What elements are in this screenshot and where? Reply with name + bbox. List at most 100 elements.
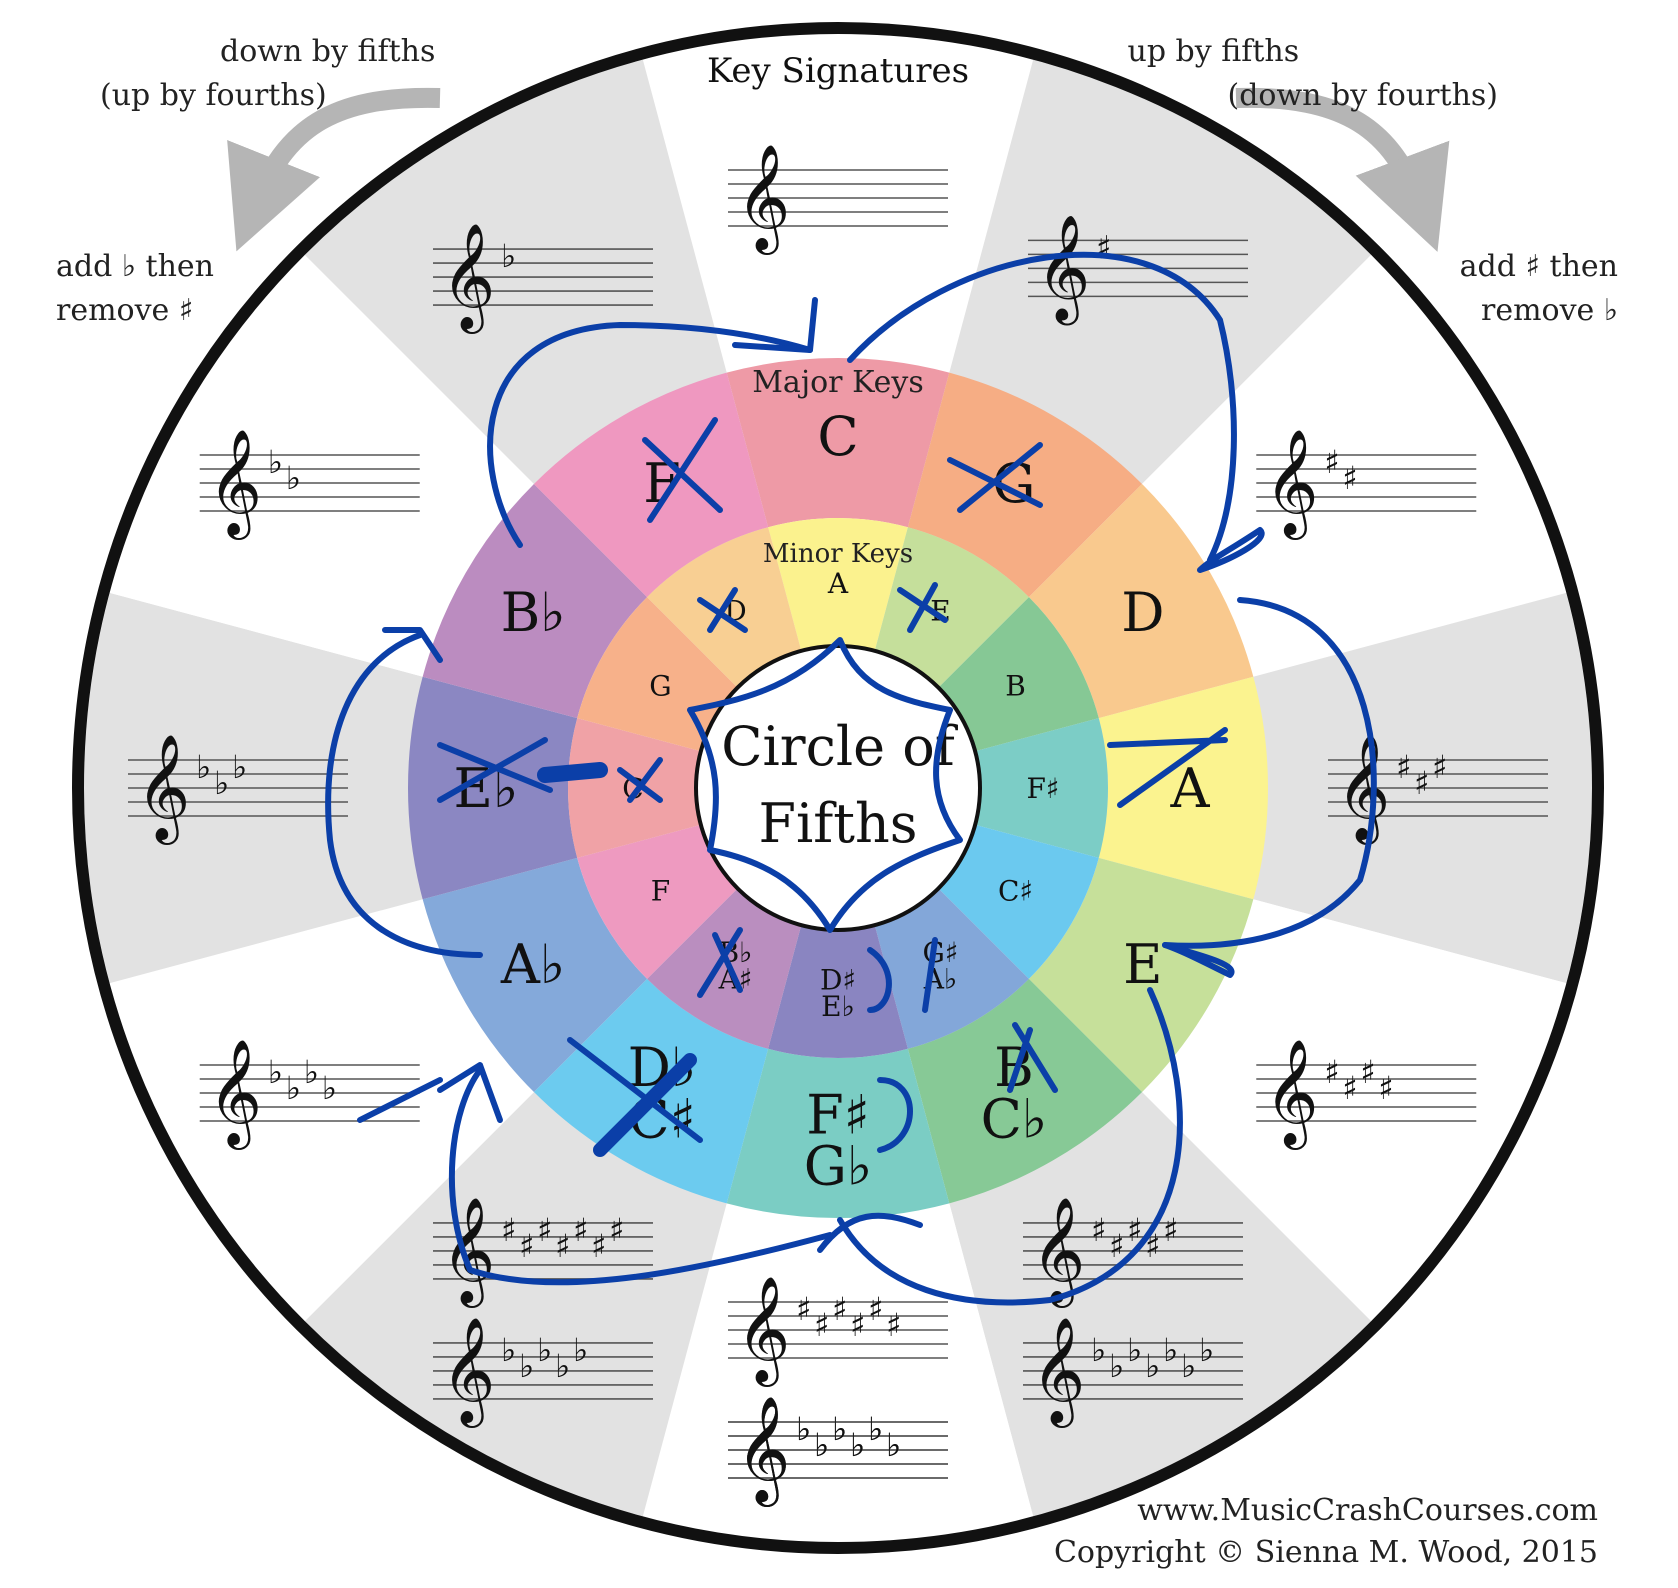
major-key-label-5-1: C♭ (981, 1087, 1048, 1150)
major-segment-10 (422, 483, 648, 719)
major-segment-0 (726, 357, 950, 528)
flat-icon: ♭ (196, 748, 211, 786)
diagram-title: Key Signatures (707, 51, 969, 91)
sharp-icon: ♯ (501, 1211, 516, 1249)
treble-clef-icon: 𝄞 (208, 1038, 262, 1150)
minor-key-label-6-1: E♭ (821, 990, 855, 1023)
flat-icon: ♭ (304, 1053, 319, 1091)
flat-icon: ♭ (868, 1410, 883, 1448)
minor-segment-6 (768, 925, 908, 1058)
treble-clef-icon: 𝄞 (736, 1395, 790, 1507)
treble-clef-icon: 𝄞 (1031, 1316, 1085, 1428)
sharp-icon: ♯ (1360, 1053, 1375, 1091)
treble-clef-icon: 𝄞 (441, 1316, 495, 1428)
flat-icon: ♭ (1091, 1331, 1106, 1369)
minor-segment-7 (647, 888, 802, 1049)
flat-icon: ♭ (1163, 1331, 1178, 1369)
sharp-icon: ♯ (1396, 748, 1411, 786)
down-by-fifths-line-1: down by fifths (220, 34, 436, 69)
major-key-label-10-0: B♭ (501, 581, 566, 644)
minor-key-label-6-0: D♯ (820, 964, 856, 997)
flat-icon: ♭ (232, 748, 247, 786)
up-by-fifths-label: up by fifths (down by fourths) (1128, 30, 1499, 118)
staff-4: 𝄞 ♯ ♯ ♯ ♯ (1256, 1038, 1477, 1150)
staff-7-flats: 𝄞 ♭ ♭ ♭ ♭ ♭ (433, 1316, 653, 1428)
staff-0: 𝄞 (728, 143, 948, 255)
down-by-fifths-arrow (227, 87, 441, 252)
flat-icon: ♭ (286, 459, 301, 497)
flat-icon: ♭ (1145, 1347, 1160, 1385)
ink-arrowhead-fsharp (817, 1212, 923, 1253)
footer-credits: www.MusicCrashCourses.com Copyright © Si… (1054, 1490, 1598, 1574)
sharp-icon: ♯ (555, 1227, 570, 1265)
ink-arc-dsharp (867, 947, 892, 1013)
sharp-icon: ♯ (1324, 1053, 1339, 1091)
sharp-icon: ♯ (1324, 443, 1339, 481)
up-by-fifths-line-1: up by fifths (1127, 34, 1300, 69)
sharp-icon: ♯ (868, 1290, 883, 1328)
major-key-label-0-0: C (817, 405, 858, 468)
major-keys-label: Major Keys (752, 365, 924, 400)
minor-segment-3 (975, 718, 1108, 858)
down-by-fifths-label: down by fifths (up by fourths) (100, 30, 435, 118)
flat-icon: ♭ (555, 1347, 570, 1385)
sharp-icon: ♯ (591, 1227, 606, 1265)
outer-ring (72, 22, 1604, 1554)
add-flat-label: add ♭ then remove ♯ (56, 245, 214, 333)
flat-icon: ♭ (796, 1410, 811, 1448)
flat-icon: ♭ (850, 1426, 865, 1464)
ink-arc-fsharp-major (877, 1077, 913, 1153)
ink-loop-d-to-e (1162, 597, 1377, 949)
ink-arrowhead-c (732, 297, 818, 353)
major-segment-5 (907, 978, 1143, 1204)
flat-icon: ♭ (1127, 1331, 1142, 1369)
flat-icon: ♭ (1181, 1347, 1196, 1385)
staff-2: 𝄞 ♯ ♯ (1256, 428, 1477, 540)
flat-icon: ♭ (214, 764, 229, 802)
minor-segment-5 (874, 888, 1029, 1049)
flat-icon: ♭ (501, 1331, 516, 1369)
sharp-icon: ♯ (1414, 764, 1429, 802)
footer-website: www.MusicCrashCourses.com (1137, 1493, 1598, 1528)
ink-arrowhead-dflat (437, 1062, 503, 1123)
major-segment-4 (1028, 857, 1254, 1093)
up-by-fifths-arrow (1235, 87, 1450, 252)
flat-icon: ♭ (268, 1053, 283, 1091)
major-segment-6 (726, 1048, 950, 1218)
staff-10: 𝄞 ♭ ♭ (199, 428, 420, 540)
treble-clef-icon: 𝄞 (208, 428, 262, 540)
staff-7-sharps: 𝄞 ♯ ♯ ♯ ♯ ♯ ♯ ♯ (433, 1196, 653, 1308)
ink-loop-aflat-to-bflat (325, 632, 483, 958)
major-segment-1 (907, 372, 1143, 598)
flat-icon: ♭ (832, 1410, 847, 1448)
sharp-icon: ♯ (886, 1306, 901, 1344)
add-sharp-line-1: add ♯ then (1459, 249, 1618, 284)
treble-clef-icon: 𝄞 (1264, 1038, 1318, 1150)
sharp-icon: ♯ (796, 1290, 811, 1328)
treble-clef-icon: 𝄞 (1036, 213, 1090, 325)
flat-icon: ♭ (322, 1069, 337, 1107)
ink-loop-e-to-fsharp (837, 987, 1183, 1306)
sharp-icon: ♯ (1378, 1069, 1393, 1107)
major-key-label-4-0: E (1123, 933, 1162, 996)
minor-segment-2 (938, 597, 1099, 752)
flat-icon: ♭ (886, 1426, 901, 1464)
ink-arrowhead-bflat (382, 627, 443, 663)
flat-icon: ♭ (1109, 1347, 1124, 1385)
treble-clef-icon: 𝄞 (1336, 733, 1390, 845)
flat-icon: ♭ (268, 443, 283, 481)
sharp-icon: ♯ (832, 1290, 847, 1328)
ink-loop-fsharp-to-dflat (448, 1067, 833, 1286)
sharp-icon: ♯ (1342, 1069, 1357, 1107)
staff-6-sharps: 𝄞 ♯ ♯ ♯ ♯ ♯ ♯ (728, 1275, 948, 1387)
flat-icon: ♭ (501, 237, 516, 275)
staff-6-flats: 𝄞 ♭ ♭ ♭ ♭ ♭ ♭ (728, 1395, 948, 1507)
ink-arrowhead-d (1197, 527, 1265, 573)
flat-icon: ♭ (868, 1410, 883, 1448)
up-by-fifths-line-2: (down by fourths) (1227, 78, 1499, 113)
flat-icon: ♭ (814, 1426, 829, 1464)
center-label-line-1: Circle of (721, 715, 959, 778)
staff-3: 𝄞 ♯ ♯ ♯ (1328, 733, 1548, 845)
minor-key-label-3-0: F♯ (1027, 772, 1060, 805)
